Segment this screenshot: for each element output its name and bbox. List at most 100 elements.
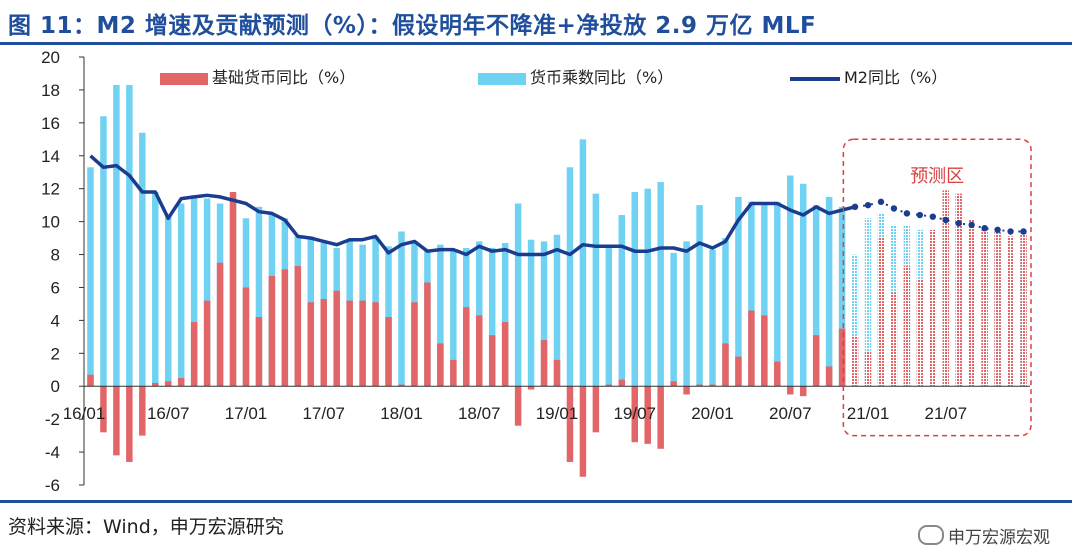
multiplier-bar bbox=[126, 84, 133, 387]
multiplier-bar bbox=[488, 247, 496, 387]
m2-line bbox=[89, 154, 856, 257]
base-money-bar bbox=[242, 287, 250, 387]
base-money-bar bbox=[87, 374, 94, 387]
y-tick-label: 10 bbox=[41, 213, 60, 232]
y-tick-label: -4 bbox=[45, 443, 60, 462]
multiplier-bar bbox=[177, 203, 185, 387]
multiplier-bar bbox=[398, 231, 405, 387]
base-money-bar bbox=[566, 386, 574, 462]
legend-m2: M2同比（%） bbox=[790, 64, 947, 88]
m2-forecast-point bbox=[942, 216, 949, 224]
x-tick-label: 16/07 bbox=[147, 404, 190, 423]
base-money-bar bbox=[346, 300, 353, 387]
legend-label-m2: M2同比（%） bbox=[844, 68, 948, 87]
base-money-bar-forecast bbox=[942, 190, 950, 387]
multiplier-bar bbox=[683, 241, 690, 387]
base-money-bar bbox=[359, 300, 366, 387]
base-money-bar bbox=[709, 384, 716, 387]
x-tick-label: 20/07 bbox=[769, 404, 812, 423]
multiplier-bar bbox=[631, 191, 638, 387]
multiplier-bar bbox=[527, 239, 535, 387]
base-money-bar bbox=[203, 300, 211, 387]
multiplier-bar bbox=[100, 116, 107, 387]
base-money-bar bbox=[592, 386, 600, 433]
base-money-bar bbox=[488, 335, 496, 387]
multiplier-bar bbox=[696, 205, 703, 387]
base-money-bar bbox=[748, 310, 755, 387]
y-tick-label: 16 bbox=[41, 114, 60, 133]
base-money-bar-forecast bbox=[851, 336, 859, 387]
legend-label-base-money: 基础货币同比（%） bbox=[212, 68, 356, 87]
y-tick-label: 0 bbox=[51, 377, 60, 396]
legend-swatch-m2 bbox=[790, 76, 840, 81]
base-money-bar bbox=[579, 386, 587, 477]
base-money-bar bbox=[281, 269, 289, 387]
base-money-bar bbox=[540, 340, 548, 387]
multiplier-bar bbox=[670, 252, 677, 387]
x-tick-label: 17/01 bbox=[225, 404, 268, 423]
x-tick-label: 17/07 bbox=[302, 404, 345, 423]
multiplier-bar bbox=[735, 196, 742, 387]
x-tick-label: 18/01 bbox=[380, 404, 423, 423]
base-money-bar bbox=[799, 386, 807, 397]
y-tick-label: 14 bbox=[41, 147, 60, 166]
multiplier-bar bbox=[838, 206, 846, 387]
base-money-bar bbox=[372, 302, 379, 387]
multiplier-bar bbox=[592, 193, 600, 387]
chart-title: 图 11：M2 增速及贡献预测（%）：假设明年不降准+净投放 2.9 万亿 ML… bbox=[8, 13, 817, 39]
multiplier-bar bbox=[139, 132, 146, 387]
y-tick-label: 2 bbox=[51, 344, 60, 363]
base-money-bar bbox=[307, 302, 315, 387]
multiplier-bar bbox=[812, 205, 820, 387]
multiplier-bar bbox=[787, 175, 794, 387]
y-tick-label: 18 bbox=[41, 81, 60, 100]
base-money-bar bbox=[152, 382, 159, 387]
multiplier-bar bbox=[385, 246, 392, 387]
base-money-bar bbox=[683, 386, 690, 395]
base-money-bar bbox=[333, 290, 340, 387]
x-tick-label: 18/07 bbox=[458, 404, 501, 423]
base-money-bar bbox=[463, 307, 470, 387]
base-money-bar-forecast bbox=[864, 351, 872, 387]
y-tick-label: 4 bbox=[51, 311, 60, 330]
base-money-bar-forecast bbox=[1007, 236, 1014, 387]
y-tick-label: 6 bbox=[51, 278, 60, 297]
base-money-bar bbox=[126, 386, 133, 462]
multiplier-bar bbox=[579, 139, 587, 387]
multiplier-bar-forecast bbox=[864, 218, 872, 387]
base-money-bar bbox=[761, 315, 768, 387]
x-tick-label: 21/07 bbox=[924, 404, 967, 423]
base-money-bar-forecast bbox=[877, 238, 885, 387]
base-money-bar bbox=[838, 328, 846, 387]
multiplier-bar bbox=[709, 249, 716, 387]
m2-forecast-point bbox=[955, 220, 962, 227]
y-tick-label: 20 bbox=[41, 48, 60, 67]
multiplier-bar bbox=[748, 201, 755, 387]
base-money-bar bbox=[216, 262, 224, 387]
base-money-bar bbox=[320, 298, 327, 387]
m2-forecast-point bbox=[877, 198, 885, 206]
multiplier-bar bbox=[152, 191, 159, 387]
base-money-bar bbox=[812, 335, 820, 387]
m2-forecast-point bbox=[864, 201, 872, 209]
multiplier-bar bbox=[657, 182, 664, 387]
watermark: 申万宏源宏观 bbox=[918, 523, 1050, 548]
y-tick-label: -6 bbox=[45, 476, 60, 495]
base-money-bar bbox=[657, 386, 664, 449]
legend-swatch-multiplier bbox=[478, 72, 526, 85]
multiplier-bar bbox=[437, 244, 444, 387]
base-money-bar-forecast bbox=[955, 193, 962, 387]
legend-label-multiplier: 货币乘数同比（%） bbox=[530, 68, 674, 87]
x-tick-label: 21/01 bbox=[847, 404, 890, 423]
wechat-icon bbox=[918, 525, 944, 545]
base-money-bar bbox=[411, 302, 418, 387]
multiplier-bar bbox=[722, 238, 729, 387]
legend-base-money: 基础货币同比（%） bbox=[160, 64, 355, 88]
base-money-bar bbox=[825, 366, 833, 387]
base-money-bar-forecast bbox=[968, 219, 975, 387]
base-money-bar bbox=[618, 379, 626, 387]
m2-forecast-point bbox=[981, 225, 988, 232]
base-money-bar bbox=[139, 386, 146, 436]
multiplier-bar bbox=[761, 205, 768, 387]
multiplier-bar bbox=[113, 84, 120, 387]
